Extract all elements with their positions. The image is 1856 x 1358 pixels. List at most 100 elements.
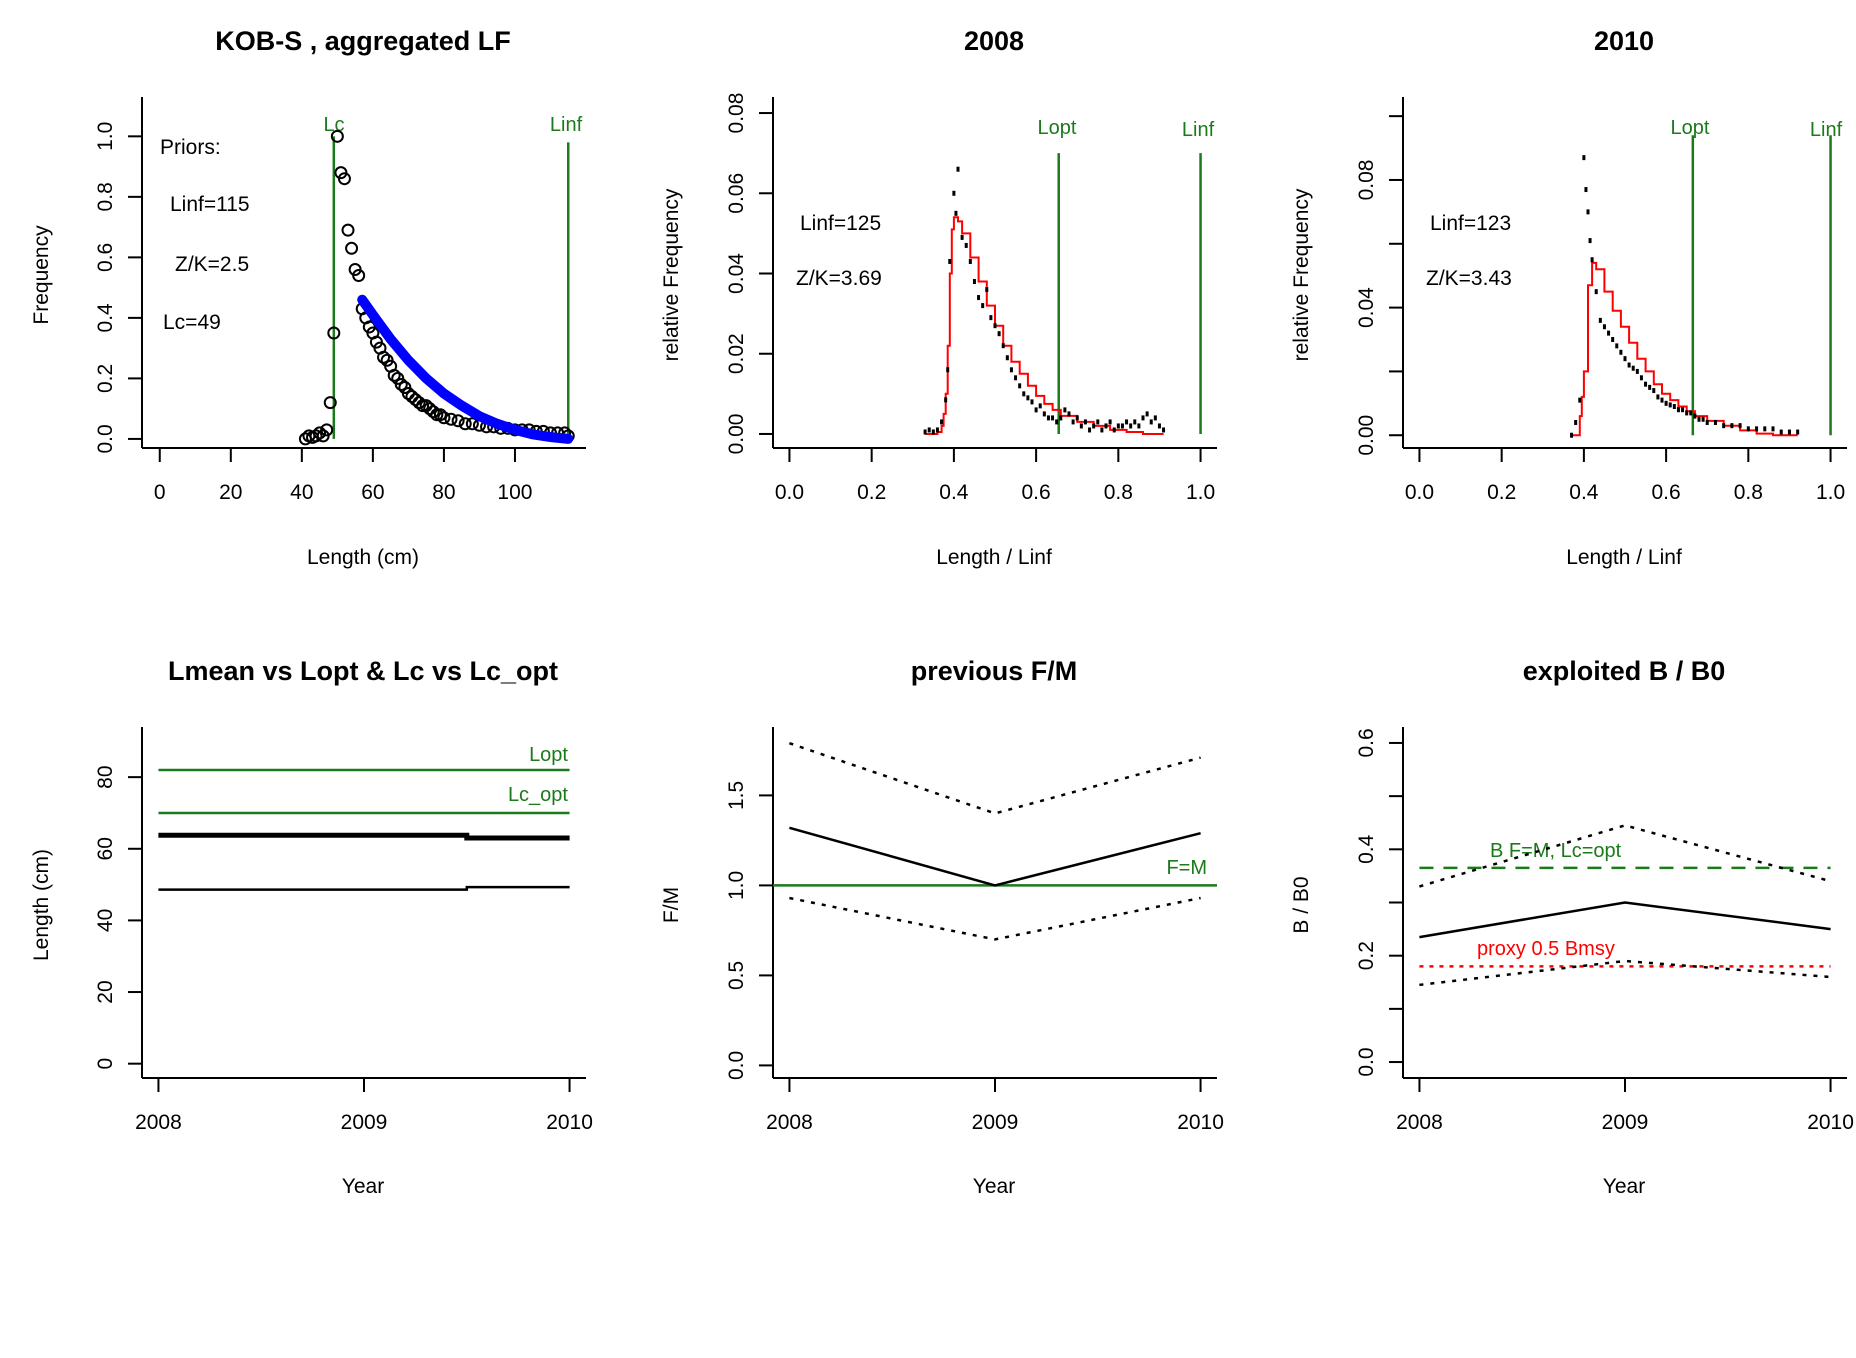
data-point <box>1639 375 1643 381</box>
series-lc <box>158 885 570 891</box>
y-axis-label: B / B0 <box>1290 876 1313 933</box>
annotation-zk: Z/K=3.69 <box>796 267 882 290</box>
x-tick-label: 40 <box>290 481 313 504</box>
data-point <box>1635 368 1639 374</box>
data-point <box>387 368 401 382</box>
data-point <box>956 166 960 172</box>
series-f-m <box>789 826 1201 887</box>
data-point <box>412 396 426 410</box>
panel-title: Lmean vs Lopt & Lc vs Lc_opt <box>168 656 558 686</box>
x-tick-label: 0.4 <box>939 481 969 504</box>
y-tick-label: 0.00 <box>725 414 748 455</box>
data-point <box>1590 257 1594 263</box>
panel-2008: 2008 Length / Linf relative Frequency Li… <box>660 26 1217 569</box>
data-point <box>1697 416 1701 422</box>
data-point <box>1664 400 1668 406</box>
y-tick-label: 0.04 <box>725 253 748 294</box>
annotation-linf: Linf=125 <box>800 212 881 235</box>
panel-title: 2010 <box>1594 26 1654 56</box>
data-point <box>1030 399 1034 405</box>
data-point <box>341 223 355 237</box>
y-tick-label: 60 <box>94 837 117 860</box>
data-point <box>1034 407 1038 413</box>
x-tick-label: 2008 <box>1396 1111 1443 1134</box>
data-point <box>1660 397 1664 403</box>
y-tick-label: 0.6 <box>1355 728 1378 757</box>
data-point <box>1796 429 1800 435</box>
data-point <box>345 241 359 255</box>
data-point <box>1088 427 1092 433</box>
data-point <box>327 326 341 340</box>
data-point <box>1018 383 1022 389</box>
y-tick-label: 20 <box>94 980 117 1003</box>
x-tick-label: 0.8 <box>1104 481 1133 504</box>
x-tick-label: 1.0 <box>1816 481 1845 504</box>
data-point <box>981 303 985 309</box>
data-point <box>1594 289 1598 295</box>
x-tick-label: 0.6 <box>1652 481 1681 504</box>
vline-label-linf: Linf <box>550 114 583 136</box>
y-tick-label: 0.02 <box>725 333 748 374</box>
data-point <box>444 412 458 426</box>
hline-label-lopt: Lopt <box>529 744 568 766</box>
data-point <box>1746 426 1750 432</box>
x-tick-label: 1.0 <box>1186 481 1215 504</box>
data-point <box>1685 410 1689 416</box>
x-axis-label: Year <box>973 1175 1015 1198</box>
data-point <box>313 426 327 440</box>
fitted-curve <box>1571 261 1798 437</box>
series-lmean <box>158 832 570 841</box>
data-point <box>1153 415 1157 421</box>
annotation-linf: Linf=123 <box>1430 212 1511 235</box>
y-tick-label: 0.04 <box>1355 287 1378 328</box>
data-point <box>1648 384 1652 390</box>
x-tick-label: 80 <box>432 481 455 504</box>
data-point <box>968 258 972 264</box>
x-axis-label: Year <box>342 1175 384 1198</box>
data-point <box>1125 419 1129 425</box>
data-point <box>320 423 334 437</box>
y-tick-label: 0.4 <box>94 303 117 333</box>
y-tick-label: 0.08 <box>1355 160 1378 201</box>
x-tick-label: 0 <box>154 481 166 504</box>
data-point <box>1584 187 1588 193</box>
x-tick-label: 2009 <box>341 1111 388 1134</box>
panel-title: 2008 <box>964 26 1024 56</box>
plot-area: 2008 2009 2010 0.0 0.5 1.0 1.5 <box>725 727 1224 1134</box>
data-point <box>437 411 451 425</box>
x-tick-label: 20 <box>219 481 242 504</box>
data-point <box>1588 238 1592 244</box>
data-point <box>323 396 337 410</box>
hline-label-lc-opt: Lc_opt <box>508 784 568 806</box>
x-axis-label: Length (cm) <box>307 546 419 569</box>
y-tick-label: 0.8 <box>94 182 117 211</box>
data-point <box>1100 427 1104 433</box>
panel-aggregated-lf: KOB-S , aggregated LF Length (cm) Freque… <box>30 26 586 569</box>
vline-label-lopt: Lopt <box>1671 117 1710 139</box>
data-point <box>954 210 958 216</box>
x-tick-label: 0.0 <box>775 481 804 504</box>
data-point <box>458 417 472 431</box>
data-point <box>940 419 944 425</box>
hline-label-b-fm-lc-opt: B F=M, Lc=opt <box>1490 840 1622 862</box>
data-point <box>1787 429 1791 435</box>
y-axis-label: relative Frequency <box>1290 188 1313 361</box>
panel-fm: previous F/M Year F/M F=M 2008 2009 2010 0.… <box>660 656 1224 1198</box>
x-tick-label: 2009 <box>1602 1111 1649 1134</box>
data-point <box>377 350 391 364</box>
y-axis-label: Length (cm) <box>30 849 53 961</box>
x-tick-label: 2008 <box>766 1111 813 1134</box>
data-point <box>1602 324 1606 330</box>
y-axis-label: Frequency <box>30 225 53 325</box>
data-point <box>1611 337 1615 343</box>
y-tick-label: 0.0 <box>94 424 117 453</box>
data-point <box>1578 397 1582 403</box>
hline-label-f-equals-m: F=M <box>1166 857 1207 879</box>
data-point <box>451 414 465 428</box>
data-point <box>465 417 479 431</box>
data-point <box>1149 419 1153 425</box>
x-axis-label: Year <box>1603 1175 1645 1198</box>
data-point <box>1038 403 1042 409</box>
data-point <box>1607 330 1611 336</box>
data-point <box>1693 413 1697 419</box>
